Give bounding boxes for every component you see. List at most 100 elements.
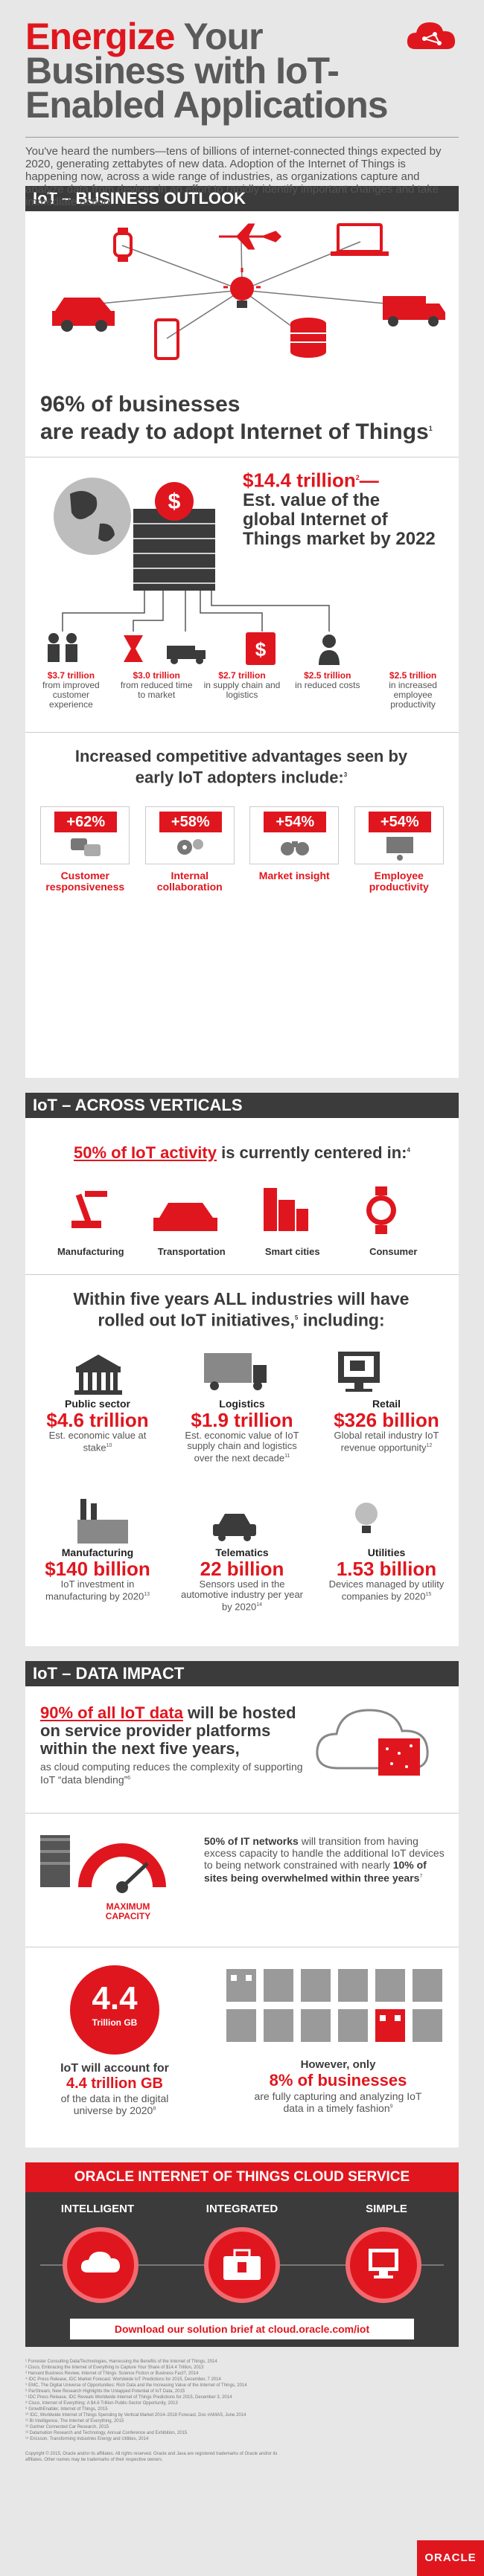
value-amount: $3.0 trillion bbox=[133, 670, 180, 681]
market-dash: — bbox=[359, 469, 379, 492]
industry-name: Public sector bbox=[65, 1398, 130, 1410]
industry-value: $4.6 trillion bbox=[46, 1409, 149, 1431]
advantages-row: +62% Customer responsiveness +58% Intern… bbox=[25, 806, 459, 893]
advantage-label: Internal collaboration bbox=[156, 870, 223, 893]
cloud-hosting-stat: 90% of all IoT data will be hosted on se… bbox=[40, 1704, 308, 1786]
activity-label: Smart cities bbox=[264, 1246, 320, 1257]
value-amount: $2.5 trillion bbox=[389, 670, 437, 681]
industry-name: Telematics bbox=[215, 1546, 269, 1558]
footnote-ref: 5 bbox=[294, 1314, 299, 1321]
market-description: Est. value of the global Internet of Thi… bbox=[243, 489, 436, 549]
footnote: ¹³ Datamation Research and Technology, A… bbox=[25, 2431, 188, 2435]
capture-stat: However, only 8% of businesses are fully… bbox=[249, 2058, 427, 2114]
footnote: ⁷ IDC Press Release, IDC Reveals Worldwi… bbox=[25, 2395, 232, 2400]
trillion-gb-badge: 4.4 Trillion GB bbox=[70, 1965, 159, 2055]
value-item: $3.0 trillion from reduced time to marke… bbox=[118, 671, 195, 710]
footnote-ref: 7 bbox=[419, 1874, 423, 1879]
footnote: ¹¹ BI Intelligence, The Internet of Ever… bbox=[25, 2419, 124, 2424]
rollout-text: Within five years ALL industries will ha… bbox=[73, 1289, 410, 1330]
binoculars-icon bbox=[281, 841, 310, 855]
footnote-ref: 14 bbox=[256, 1602, 263, 1607]
capture-line-3: are fully capturing and analyzing IoT da… bbox=[254, 2090, 422, 2114]
divider bbox=[25, 732, 459, 733]
activity-text: is currently centered in: bbox=[216, 1143, 407, 1162]
industry-item: Telematics 22 billion Sensors used in th… bbox=[179, 1546, 305, 1612]
advantage-percent: +62% bbox=[54, 812, 118, 832]
advantage-percent: +54% bbox=[368, 812, 431, 832]
industry-desc: Global retail industry IoT revenue oppor… bbox=[334, 1430, 439, 1454]
footnote-ref: 8 bbox=[153, 2106, 156, 2112]
svg-text:$: $ bbox=[168, 489, 181, 514]
universe-stat: IoT will account for 4.4 trillion GB of … bbox=[40, 2062, 189, 2116]
intro-text: You've heard the numbers—tens of billion… bbox=[25, 137, 459, 208]
oracle-service-panel: INTELLIGENT INTEGRATED SIMPLE Download o… bbox=[25, 2192, 459, 2347]
industry-grid-row-2: Manufacturing $140 billion IoT investmen… bbox=[25, 1546, 459, 1612]
footnote: ³ Harvard Business Review, Internet of T… bbox=[25, 2371, 199, 2376]
universe-value: 4.4 trillion GB bbox=[66, 2075, 164, 2092]
activity-label: Consumer bbox=[369, 1246, 418, 1257]
industry-grid-row-1: Public sector $4.6 trillion Est. economi… bbox=[25, 1398, 459, 1463]
footnote: ⁴ IDC Press Release, IDC Market Forecast… bbox=[25, 2377, 221, 2382]
service-label: INTELLIGENT bbox=[60, 2203, 135, 2215]
adoption-percent: 96% of businesses bbox=[40, 392, 241, 417]
divider bbox=[25, 1274, 459, 1275]
footnote-ref: 1 bbox=[428, 425, 433, 432]
footnote-ref: 6 bbox=[127, 1776, 131, 1781]
network-percent: 50% of IT networks bbox=[204, 1835, 299, 1847]
activity-label: Manufacturing bbox=[57, 1246, 124, 1257]
advantages-title-text: Increased competitive advantages seen by… bbox=[74, 747, 408, 787]
industry-item: Utilities 1.53 billion Devices managed b… bbox=[323, 1546, 450, 1612]
activity-labels: Manufacturing Transportation Smart citie… bbox=[25, 1246, 459, 1257]
divider bbox=[25, 1813, 459, 1814]
industry-name: Utilities bbox=[367, 1546, 406, 1558]
presentation-icon bbox=[386, 837, 413, 861]
value-desc: in supply chain and logistics bbox=[203, 680, 281, 700]
footnote-ref: 10 bbox=[106, 1443, 112, 1448]
footnote-ref: 3 bbox=[343, 771, 348, 778]
oracle-service-title: ORACLE INTERNET OF THINGS CLOUD SERVICE bbox=[25, 2162, 459, 2192]
section-title-outlook: IoT – BUSINESS OUTLOOK bbox=[25, 186, 459, 211]
footnote: ¹² Gartner Connected Car Research, 2015 bbox=[25, 2425, 109, 2429]
adoption-stat: 96% of businesses are ready to adopt Int… bbox=[40, 393, 442, 444]
footnote-ref: 4 bbox=[407, 1146, 410, 1154]
advantages-title: Increased competitive advantages seen by… bbox=[55, 747, 427, 786]
advantage-label: Customer responsiveness bbox=[45, 870, 125, 893]
industry-item: Public sector $4.6 trillion Est. economi… bbox=[34, 1398, 161, 1463]
service-label: INTEGRATED bbox=[206, 2203, 278, 2215]
advantage-label: Employee productivity bbox=[369, 870, 429, 893]
industry-desc: Sensors used in the automotive industry … bbox=[180, 1578, 304, 1613]
cloud-text: will be hosted on service provider platf… bbox=[40, 1703, 296, 1758]
industry-name: Manufacturing bbox=[61, 1546, 134, 1558]
market-illustration: $ $ bbox=[48, 478, 340, 665]
activity-percent: 50% of IoT activity bbox=[74, 1143, 217, 1162]
capture-line-1: However, only bbox=[300, 2058, 376, 2071]
industry-item: Manufacturing $140 billion IoT investmen… bbox=[34, 1546, 161, 1612]
value-amount: $2.5 trillion bbox=[304, 670, 351, 681]
market-value: $14.4 trillion bbox=[243, 469, 356, 492]
industry-value: $1.9 trillion bbox=[191, 1409, 293, 1431]
activity-title: 50% of IoT activity is currently centere… bbox=[25, 1143, 459, 1163]
oracle-logo: ORACLE bbox=[417, 2540, 484, 2576]
footnote-ref: 2 bbox=[355, 474, 360, 481]
industry-value: $140 billion bbox=[45, 1558, 150, 1580]
data-impact-panel: 90% of all IoT data will be hosted on se… bbox=[25, 1686, 459, 2148]
service-labels: INTELLIGENT INTEGRATED SIMPLE bbox=[25, 2203, 459, 2215]
trillion-gb-unit: Trillion GB bbox=[92, 2017, 138, 2028]
value-item: $2.7 trillion in supply chain and logist… bbox=[203, 671, 281, 710]
advantage-label: Market insight bbox=[258, 870, 330, 881]
footnote: ⁸ Cisco, Internet of Everything: A $4.6 … bbox=[25, 2401, 178, 2406]
industry-desc: Devices managed by utility companies by … bbox=[328, 1578, 445, 1602]
value-item: $2.5 trillion in increased employee prod… bbox=[375, 671, 452, 710]
footnote-ref: 11 bbox=[284, 1454, 290, 1459]
value-amount: $2.7 trillion bbox=[218, 670, 266, 681]
advantage-percent: +58% bbox=[159, 812, 222, 832]
footnote-ref: 15 bbox=[425, 1592, 432, 1597]
title-line-2: Business with IoT- bbox=[25, 50, 340, 91]
cloud-description: as cloud computing reduces the complexit… bbox=[40, 1761, 303, 1786]
gears-icon bbox=[176, 839, 203, 855]
service-icons bbox=[40, 2227, 444, 2303]
footnote: ⁹ GrowthEnabler, Internet of Things, 201… bbox=[25, 2407, 108, 2412]
download-link[interactable]: Download our solution brief at cloud.ora… bbox=[70, 2319, 414, 2339]
cloud-data-icon bbox=[316, 1709, 429, 1776]
